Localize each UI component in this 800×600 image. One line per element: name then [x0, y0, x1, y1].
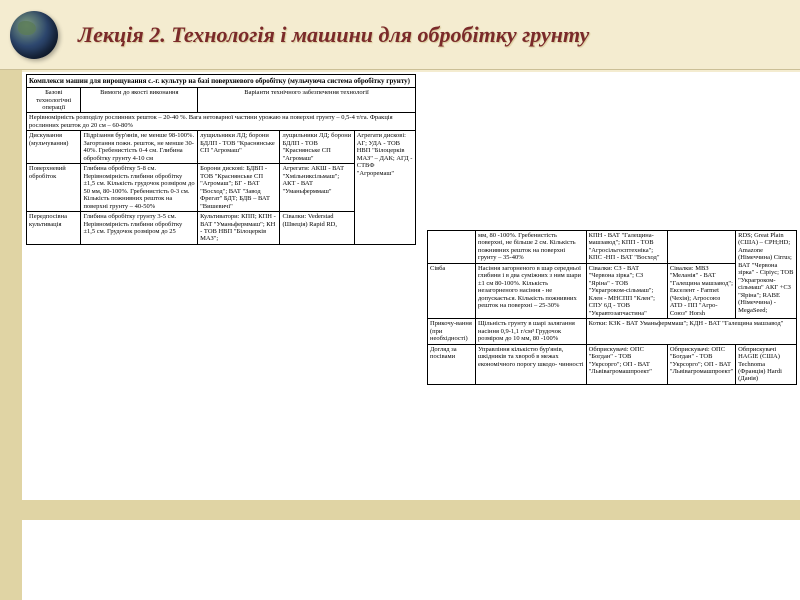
cell-op: Сівба [428, 263, 476, 318]
cell-v2: Сівалки: Vederstad (Швеція) Rapid RD, [280, 212, 354, 245]
cell-v1: Культиватори: КПП; КПН - ВАТ "Уманьфермм… [198, 212, 280, 245]
cell-v1: Обприскувачі: ОПС "Богдан" - ТОВ "Укрсор… [586, 344, 667, 384]
table-left-wrap: Комплекси машин для вирощування с.-г. ку… [26, 74, 416, 245]
cell-v2: Обприскувачі: ОПС "Богдан" - ТОВ "Укрсор… [667, 344, 735, 384]
content-area: Комплекси машин для вирощування с.-г. ку… [22, 70, 800, 600]
cell-v1: Борони дискові: БДВП - ТОВ "Краснянське … [198, 164, 280, 212]
cell-v1: лущильники ЛД; борони БДЛП - ТОВ "Красня… [198, 131, 280, 164]
cell-v2: лущильники ЛД; борони БДЛП - ТОВ "Красня… [280, 131, 354, 164]
cell-op: Дискування (мульчування) [27, 131, 81, 164]
cell-req: Насіння загорненого в шар середньої глиб… [475, 263, 586, 318]
cell-op: Догляд за посівами [428, 344, 476, 384]
cell-v2 [667, 231, 735, 264]
slide-header: Лекція 2. Технологія і машини для обробі… [0, 0, 800, 70]
cell-req: Глибина обробітку 5-8 см. Нерівномірніст… [81, 164, 198, 212]
col-var: Варіанти технічного забезпечення техноло… [198, 88, 416, 113]
table-left-caption: Комплекси машин для вирощування с.-г. ку… [27, 75, 416, 88]
cell-req: Управління кількістю бур'янів, шкідників… [475, 344, 586, 384]
table-row: Прикочу-вання (при необхідності) Щільніс… [428, 319, 797, 344]
table-row: мм, 80 -100%. Гребенистість поверхні, не… [428, 231, 797, 264]
cell-op: Прикочу-вання (при необхідності) [428, 319, 476, 344]
table-left-note: Нерівномірність розподілу рослинних решт… [27, 113, 416, 131]
col-req: Вимоги до якості виконання [81, 88, 198, 113]
table-row: Дискування (мульчування) Підрізання бур'… [27, 131, 416, 164]
cell-req: Глибина обробітку грунту 3-5 см. Нерівно… [81, 212, 198, 245]
table-row: Догляд за посівами Управління кількістю … [428, 344, 797, 384]
slide-title: Лекція 2. Технологія і машини для обробі… [78, 22, 589, 48]
table-right: мм, 80 -100%. Гребенистість поверхні, не… [427, 230, 797, 385]
cell-v2: Агрегати: АКШ - ВАТ "Хмільниксільмаш"; А… [280, 164, 354, 212]
cell-v1: Котки: КЗК - ВАТ Уманьферммаш"; КДН - ВА… [586, 319, 796, 344]
table-left: Комплекси машин для вирощування с.-г. ку… [26, 74, 416, 245]
cell-op: Передпосівна культивація [27, 212, 81, 245]
cell-v3: Агрегати дискові: АГ; УДА - ТОВ НВП "Біл… [354, 131, 415, 245]
cell-v3: Обприскувачі HAGIE (США) Technoma (Франц… [736, 344, 797, 384]
cell-req: Підрізання бур'янів, не менше 98-100%. З… [81, 131, 198, 164]
cell-v2: Сівалки: МВЗ "Меланія" - ВАТ "Галещина м… [667, 263, 735, 318]
col-op: Базові технологічні операції [27, 88, 81, 113]
cell-req: мм, 80 -100%. Гребенистість поверхні, не… [475, 231, 586, 264]
cell-v1: КПН - ВАТ "Галещина-машзавод"; КПП - ТОВ… [586, 231, 667, 264]
globe-icon [10, 11, 58, 59]
cell-op [428, 231, 476, 264]
cell-v3: RDS; Great Plain (США) – СРН;НD; Amazone… [736, 231, 797, 319]
accent-stripe-vertical [0, 70, 22, 600]
cell-req: Щільність грунту в шарі залягання насінн… [475, 319, 586, 344]
table-right-wrap: мм, 80 -100%. Гребенистість поверхні, не… [427, 230, 797, 385]
cell-op: Поверхневий обробіток [27, 164, 81, 212]
cell-v1: Сівалки: СЗ - ВАТ "Червона зірка"; СЗ "Я… [586, 263, 667, 318]
